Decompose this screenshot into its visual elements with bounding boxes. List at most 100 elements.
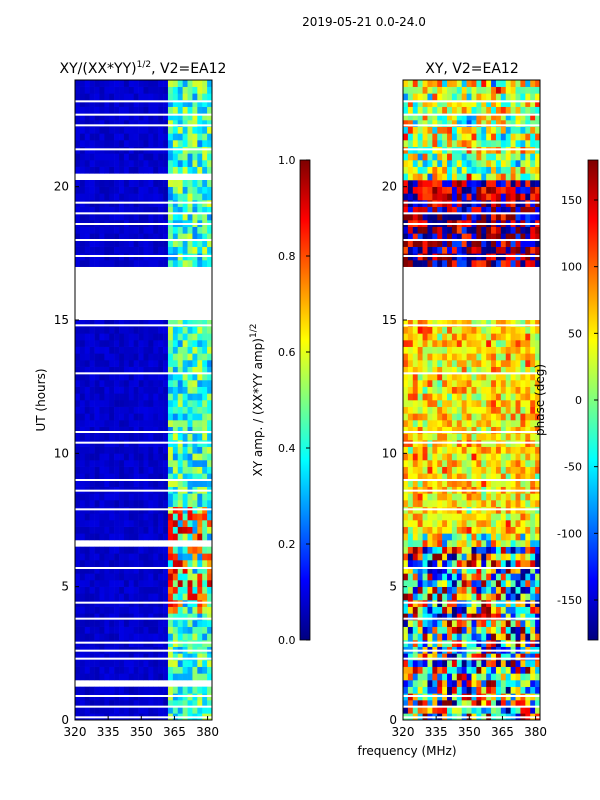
amplitude-heatmap-cell [99, 213, 105, 221]
phase-heatmap-cell [437, 120, 443, 127]
phase-heatmap-cell [515, 573, 521, 581]
phase-heatmap-cell [442, 180, 448, 187]
amplitude-heatmap-cell [163, 140, 169, 147]
phase-heatmap-cell [491, 373, 497, 381]
amplitude-heatmap-cell [79, 326, 86, 334]
phase-heatmap-cell [451, 260, 458, 267]
phase-heatmap-cell [535, 340, 540, 347]
phase-heatmap-cell [412, 226, 418, 234]
phase-heatmap-cell [422, 460, 428, 467]
amplitude-heatmap-cell [119, 553, 125, 561]
amplitude-heatmap-cell [104, 460, 110, 467]
phase-heatmap-cell [535, 86, 540, 94]
amplitude-heatmap-cell [104, 666, 110, 674]
phase-heatmap-cell [432, 540, 438, 547]
phase-heatmap-cell [530, 80, 536, 87]
amplitude-heatmap-cell [172, 593, 179, 601]
phase-heatmap-cell [535, 473, 540, 481]
amplitude-heatmap-cell [138, 126, 144, 134]
amplitude-heatmap-cell [138, 93, 144, 101]
amplitude-heatmap-cell [75, 653, 81, 661]
amplitude-heatmap-cell [177, 160, 183, 167]
amplitude-heatmap-cell [84, 686, 90, 694]
amplitude-heatmap-cell [143, 320, 149, 327]
phase-heatmap-cell [491, 400, 497, 407]
amplitude-heatmap-cell [114, 366, 120, 374]
phase-heatmap-cell [481, 546, 487, 554]
phase-heatmap-cell [447, 93, 453, 101]
phase-heatmap-cell [456, 686, 463, 694]
phase-heatmap-cell [417, 546, 423, 554]
amplitude-heatmap-cell [133, 86, 139, 94]
phase-heatmap-cell [403, 446, 409, 454]
amplitude-heatmap-cell [119, 706, 125, 714]
amplitude-heatmap-cell [192, 513, 198, 521]
phase-heatmap-cell [412, 433, 418, 441]
phase-heatmap-cell [461, 400, 467, 407]
amplitude-heatmap-cell [182, 633, 188, 641]
phase-heatmap-cell [456, 166, 463, 174]
amplitude-heatmap-cell [158, 626, 164, 634]
phase-data-gap [403, 255, 540, 257]
phase-heatmap-cell [471, 100, 477, 107]
phase-heatmap-cell [495, 580, 502, 587]
phase-heatmap-cell [476, 613, 482, 621]
phase-heatmap-cell [417, 626, 423, 634]
amplitude-heatmap-cell [143, 660, 149, 667]
amplitude-heatmap-cell [104, 380, 110, 387]
amplitude-heatmap-cell [84, 93, 90, 101]
phase-heatmap-cell [427, 333, 433, 341]
amplitude-heatmap-cell [75, 240, 81, 247]
amplitude-heatmap-cell [202, 460, 208, 467]
amplitude-heatmap-cell [104, 513, 110, 521]
phase-heatmap-cell [403, 700, 409, 707]
phase-heatmap-cell [447, 333, 453, 341]
phase-heatmap-cell [403, 593, 409, 601]
amplitude-heatmap-cell [163, 673, 169, 681]
phase-heatmap-cell [476, 153, 482, 161]
phase-heatmap-cell [525, 420, 531, 427]
phase-heatmap-cell [461, 80, 467, 87]
amplitude-heatmap-cell [89, 186, 95, 194]
phase-heatmap-cell [491, 613, 497, 621]
amplitude-heatmap-cell [89, 706, 95, 714]
phase-heatmap-cell [520, 106, 526, 114]
amplitude-heatmap-cell [153, 333, 159, 341]
phase-heatmap-cell [535, 233, 540, 241]
amplitude-heatmap-cell [148, 120, 154, 127]
phase-heatmap-cell [417, 560, 423, 567]
phase-heatmap-cell [515, 126, 521, 134]
phase-heatmap-cell [437, 413, 443, 421]
amplitude-data-gap [75, 239, 212, 241]
amplitude-colorbar-tick-label: 0.4 [278, 442, 296, 455]
phase-heatmap-cell [486, 680, 492, 687]
phase-heatmap-cell [505, 460, 511, 467]
amplitude-heatmap-cell [177, 453, 183, 461]
amplitude-heatmap-cell [133, 240, 139, 247]
amplitude-heatmap-cell [138, 406, 144, 414]
phase-heatmap-cell [466, 86, 472, 94]
phase-heatmap-cell [442, 80, 448, 87]
phase-heatmap-cell [481, 226, 487, 234]
phase-heatmap-cell [481, 453, 487, 461]
phase-heatmap-cell [525, 393, 531, 401]
phase-heatmap-cell [510, 406, 516, 414]
phase-heatmap-cell [427, 226, 433, 234]
amplitude-heatmap-cell [187, 673, 193, 681]
amplitude-heatmap-cell [109, 453, 115, 461]
amplitude-heatmap-cell [94, 260, 100, 267]
amplitude-heatmap-cell [148, 560, 154, 567]
amplitude-heatmap-cell [84, 666, 90, 674]
phase-heatmap-cell [500, 353, 507, 361]
phase-heatmap-cell [466, 573, 472, 581]
amplitude-heatmap-cell [128, 620, 135, 627]
phase-heatmap-cell [466, 673, 472, 681]
phase-heatmap-cell [500, 466, 507, 474]
phase-heatmap-cell [466, 186, 472, 194]
phase-heatmap-cell [427, 240, 433, 247]
amplitude-heatmap-cell [167, 246, 174, 254]
amplitude-heatmap-cell [207, 326, 212, 334]
phase-heatmap-cell [515, 706, 521, 714]
phase-heatmap-cell [471, 346, 477, 354]
phase-heatmap-cell [515, 193, 521, 201]
